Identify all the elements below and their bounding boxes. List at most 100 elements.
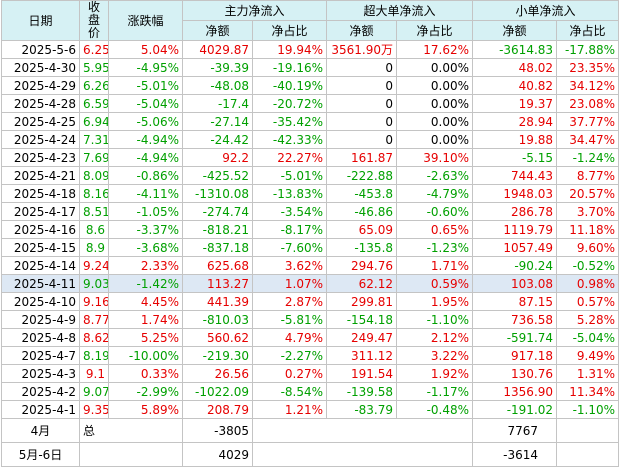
value-cell: 9.24: [79, 256, 109, 275]
value-cell: -8.54%: [251, 382, 328, 401]
value-cell: -0.48%: [396, 400, 474, 419]
value-cell: 8.77: [79, 310, 109, 329]
value-cell: -1.23%: [396, 238, 474, 257]
value-cell: 8.6: [79, 220, 109, 239]
value-cell: 8.9: [79, 238, 109, 257]
value-cell: 1119.79: [472, 220, 558, 239]
value-cell: -24.42: [182, 130, 253, 149]
footer-value: -3614: [472, 442, 558, 467]
sub-header: 净占比: [251, 20, 328, 41]
value-cell: 1.71%: [396, 256, 474, 275]
value-cell: -818.21: [182, 220, 253, 239]
value-cell: -5.06%: [108, 112, 183, 131]
data-row: 2025-4-17 8.51 -1.05% -274.74 -3.54% -46.86 -0…: [1, 202, 620, 221]
data-row: 2025-4-29 6.26 -5.01% -48.08 -40.19% 0 0.00% 40…: [1, 76, 620, 95]
footer-row: 5月-6日 4029 -3614: [1, 442, 620, 467]
value-cell: 22.27%: [251, 148, 328, 167]
value-cell: 917.18: [472, 346, 558, 365]
value-cell: -837.18: [182, 238, 253, 257]
footer-value: -3805: [182, 418, 253, 443]
value-cell: 0: [326, 76, 398, 95]
value-cell: 19.94%: [251, 40, 328, 59]
value-cell: 8.09: [79, 166, 109, 185]
value-cell: 11.18%: [556, 220, 620, 239]
header-row: 净额 净占比 净额 净占比 净额 净占比: [2, 20, 620, 41]
data-row: 2025-4-2 9.07 -2.99% -1022.09 -8.54% -139.58-…: [1, 382, 620, 401]
value-cell: 4.79%: [251, 328, 328, 347]
value-cell: 3.70%: [556, 202, 620, 221]
value-cell: 8.51: [79, 202, 109, 221]
date-cell: 2025-4-17: [1, 202, 80, 221]
value-cell: 560.62: [182, 328, 253, 347]
data-row: 2025-4-21 8.09 -0.86% -425.52 -5.01% -222.88-…: [1, 166, 620, 185]
value-cell: 1.21%: [251, 400, 328, 419]
value-cell: 7.31: [79, 130, 109, 149]
value-cell: 40.82: [472, 76, 558, 95]
value-cell: 7.69: [79, 148, 109, 167]
value-cell: 1.74%: [108, 310, 183, 329]
value-cell: 0.00%: [396, 58, 474, 77]
date-cell: 2025-4-28: [1, 94, 80, 113]
footer-row: 4月总 -3805 7767: [1, 418, 620, 443]
value-cell: -1.42%: [108, 274, 183, 293]
value-cell: 0.33%: [108, 364, 183, 383]
data-row: 2025-4-18 8.16 -4.11% -1310.08 -13.83% -453.8…: [1, 184, 620, 203]
value-cell: 6.59: [79, 94, 109, 113]
column-header: 收盘价: [79, 0, 109, 41]
value-cell: 0.00%: [396, 76, 474, 95]
footer-empty: [556, 442, 620, 467]
date-cell: 2025-4-30: [1, 58, 80, 77]
value-cell: -90.24: [472, 256, 558, 275]
value-cell: 744.43: [472, 166, 558, 185]
value-cell: 65.09: [326, 220, 398, 239]
footer-empty: [251, 418, 474, 443]
value-cell: 736.58: [472, 310, 558, 329]
value-cell: -17.4: [182, 94, 253, 113]
value-cell: 311.12: [326, 346, 398, 365]
date-cell: 2025-4-1: [1, 400, 80, 419]
value-cell: 1.31%: [556, 364, 620, 383]
value-cell: 8.16: [79, 184, 109, 203]
value-cell: 9.60%: [556, 238, 620, 257]
value-cell: -2.99%: [108, 382, 183, 401]
value-cell: 0.00%: [396, 94, 474, 113]
value-cell: -1.05%: [108, 202, 183, 221]
value-cell: -10.00%: [108, 346, 183, 365]
value-cell: 103.08: [472, 274, 558, 293]
value-cell: -8.17%: [251, 220, 328, 239]
value-cell: -4.95%: [108, 58, 183, 77]
value-cell: 113.27: [182, 274, 253, 293]
value-cell: 48.02: [472, 58, 558, 77]
footer-label: 4月: [1, 418, 80, 443]
value-cell: -4.11%: [108, 184, 183, 203]
value-cell: -1.10%: [556, 400, 620, 419]
value-cell: -219.30: [182, 346, 253, 365]
data-row: 2025-4-11 9.03 -1.42% 113.27 1.07% 62.12 0.59%…: [1, 274, 620, 293]
data-row: 2025-4-15 8.9 -3.68% -837.18 -7.60% -135.8 -1.…: [1, 238, 620, 257]
group-header: 小单净流入: [472, 0, 620, 21]
value-cell: -5.04%: [108, 94, 183, 113]
value-cell: -3614.83: [472, 40, 558, 59]
data-row: 2025-4-23 7.69 -4.94% 92.2 22.27% 161.87 39.10…: [1, 148, 620, 167]
value-cell: 5.04%: [108, 40, 183, 59]
data-row: 2025-4-24 7.31 -4.94% -24.42 -42.33% 0 0.00% 19…: [1, 130, 620, 149]
value-cell: 1057.49: [472, 238, 558, 257]
date-cell: 2025-4-23: [1, 148, 80, 167]
column-header: 日期: [1, 0, 80, 41]
data-row: 2025-4-14 9.24 2.33% 625.68 3.62% 294.76 1.71%…: [1, 256, 620, 275]
value-cell: -2.27%: [251, 346, 328, 365]
value-cell: -191.02: [472, 400, 558, 419]
data-row: 2025-4-1 9.35 5.89% 208.79 1.21% -83.79 -0.48%…: [1, 400, 620, 419]
value-cell: 6.94: [79, 112, 109, 131]
value-cell: 6.26: [79, 76, 109, 95]
data-row: 2025-4-16 8.6 -3.37% -818.21 -8.17% 65.09 0.65…: [1, 220, 620, 239]
sub-header: 净额: [326, 20, 398, 41]
value-cell: 11.34%: [556, 382, 620, 401]
date-cell: 2025-4-2: [1, 382, 80, 401]
value-cell: -3.54%: [251, 202, 328, 221]
value-cell: 625.68: [182, 256, 253, 275]
value-cell: -4.94%: [108, 130, 183, 149]
value-cell: 0.00%: [396, 112, 474, 131]
value-cell: 249.47: [326, 328, 398, 347]
